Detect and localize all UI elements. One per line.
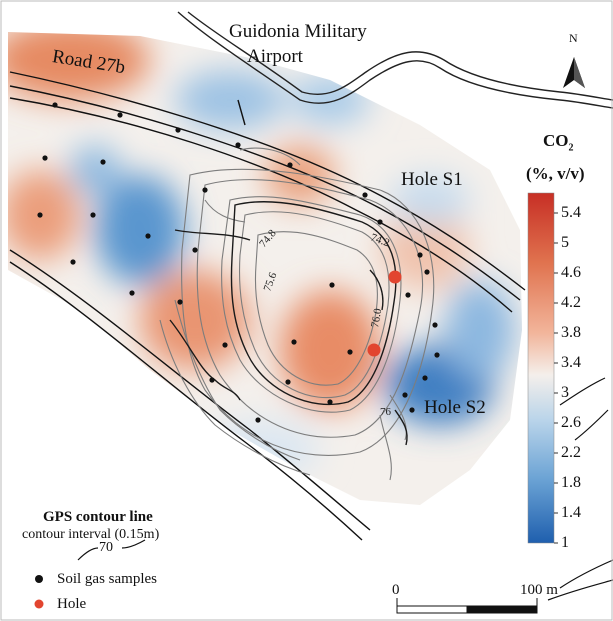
sample-point bbox=[424, 269, 430, 275]
colorbar bbox=[527, 192, 555, 544]
sample-point bbox=[362, 192, 368, 198]
colorbar-title: CO2 bbox=[543, 132, 574, 153]
sample-point bbox=[422, 375, 428, 381]
sample-point bbox=[287, 162, 293, 168]
sample-point bbox=[192, 247, 198, 253]
sample-point bbox=[285, 379, 291, 385]
sample-point bbox=[255, 417, 261, 423]
sample-point bbox=[432, 322, 438, 328]
colorbar-tick-label: 1.8 bbox=[561, 474, 581, 491]
sample-point bbox=[405, 292, 411, 298]
colorbar-tick-label: 4.6 bbox=[561, 264, 581, 281]
colorbar-tick-label: 1 bbox=[561, 534, 569, 551]
legend-contour-interval: contour interval (0.15m) bbox=[22, 527, 160, 542]
hole-s1-marker bbox=[388, 270, 402, 284]
colorbar-tick-label: 3.4 bbox=[561, 354, 581, 371]
soil-gas-samples bbox=[37, 102, 440, 423]
colorbar-tick-label: 3 bbox=[561, 384, 569, 401]
colorbar-tick-label: 3.8 bbox=[561, 324, 581, 341]
sample-point bbox=[327, 399, 333, 405]
sample-point bbox=[329, 282, 335, 288]
hole-s2-marker bbox=[367, 343, 381, 357]
airport-label-line1: Guidonia Military bbox=[229, 21, 367, 42]
north-label: N bbox=[569, 31, 578, 45]
sample-point bbox=[377, 219, 383, 225]
colorbar-tick-label: 2.6 bbox=[561, 414, 581, 431]
contour-label: 76 bbox=[380, 406, 392, 418]
gps-contour-lines bbox=[159, 147, 435, 481]
legend-sample-dot bbox=[35, 575, 43, 583]
sample-point bbox=[402, 392, 408, 398]
hole-s2-label: Hole S2 bbox=[424, 397, 486, 418]
sample-point bbox=[42, 155, 48, 161]
sample-point bbox=[209, 377, 215, 383]
colorbar-tick-label: 5 bbox=[561, 234, 569, 251]
legend-contour-example bbox=[77, 539, 146, 561]
sample-point bbox=[417, 252, 423, 258]
sample-point bbox=[70, 259, 76, 265]
sample-point bbox=[90, 212, 96, 218]
sample-point bbox=[175, 127, 181, 133]
legend-hole-dot bbox=[34, 599, 44, 609]
hole-s1-label: Hole S1 bbox=[401, 169, 463, 190]
colorbar-tick-label: 4.2 bbox=[561, 294, 581, 311]
colorbar-tick-label: 1.4 bbox=[561, 504, 581, 521]
contour-label: 76.0 bbox=[369, 307, 384, 329]
scale-end-label: 100 m bbox=[520, 582, 558, 598]
colorbar-tick-label: 5.4 bbox=[561, 204, 581, 221]
colorbar-tick-label: 2.2 bbox=[561, 444, 581, 461]
sample-point bbox=[100, 159, 106, 165]
legend-hole-label: Hole bbox=[57, 596, 87, 612]
scale-bar bbox=[396, 598, 538, 614]
sample-point bbox=[202, 187, 208, 193]
sample-point bbox=[129, 290, 135, 296]
scale-start-label: 0 bbox=[392, 582, 400, 598]
airport-label-line2: Airport bbox=[247, 46, 303, 67]
airport-road bbox=[177, 11, 613, 109]
north-arrow-icon bbox=[563, 57, 585, 88]
road-27b bbox=[9, 71, 526, 541]
colorbar-units: (%, v/v) bbox=[526, 164, 585, 183]
sample-point bbox=[235, 142, 241, 148]
sample-point bbox=[222, 342, 228, 348]
colorbar-title-sub: 2 bbox=[568, 142, 574, 154]
holes bbox=[367, 270, 402, 357]
sample-point bbox=[52, 102, 58, 108]
legend-contour-example-label: 70 bbox=[99, 540, 113, 555]
colorbar-tick-marks bbox=[554, 212, 558, 544]
sample-point bbox=[177, 299, 183, 305]
sample-point bbox=[434, 352, 440, 358]
colorbar-title-main: CO bbox=[543, 131, 569, 150]
legend-contour-title: GPS contour line bbox=[43, 509, 153, 525]
sample-point bbox=[409, 407, 415, 413]
major-contour-lines bbox=[169, 201, 408, 446]
sample-point bbox=[117, 112, 123, 118]
sample-point bbox=[37, 212, 43, 218]
sample-point bbox=[347, 349, 353, 355]
sample-point bbox=[145, 233, 151, 239]
sample-point bbox=[291, 339, 297, 345]
edge-lines bbox=[547, 377, 613, 601]
legend-samples-label: Soil gas samples bbox=[57, 571, 157, 587]
